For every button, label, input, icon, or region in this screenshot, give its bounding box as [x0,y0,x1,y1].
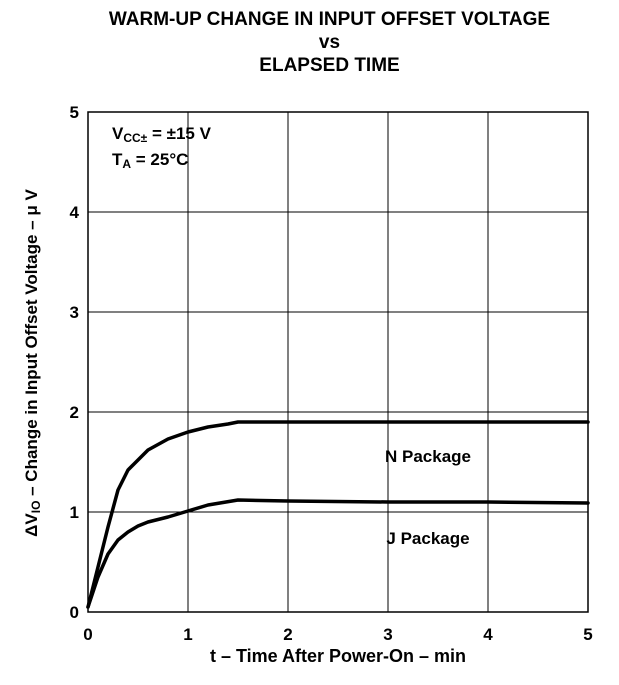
x-tick-label: 0 [83,625,92,644]
x-axis-label: t – Time After Power-On – min [209,646,467,666]
ambient-temperature-condition: TA = 25°C [112,150,189,171]
operating-conditions: VCC± = ±15 V TA = 25°C [112,123,211,175]
y-tick-label: 2 [70,403,79,422]
plot-frame [87,111,589,613]
chart-title-line-2: vs [318,32,341,53]
chart-title-line-3: ELAPSED TIME [259,55,400,76]
chart-title-line-1: WARM-UP CHANGE IN INPUT OFFSET VOLTAGE [108,9,551,30]
y-tick-label: 0 [70,603,79,622]
x-tick-label: 2 [283,625,292,644]
series-label-n-package: N Package [385,447,471,466]
y-tick-label: 4 [70,203,80,222]
series-line-n-package [86,420,590,609]
y-tick-label: 3 [70,303,79,322]
x-tick-label: 4 [483,625,493,644]
x-tick-label: 3 [383,625,392,644]
y-tick-label: 1 [70,503,79,522]
series-label-j-package: J Package [386,529,469,548]
y-axis-label: ΔVIO – Change in Input Offset Voltage – … [22,189,43,537]
x-tick-label: 1 [183,625,192,644]
supply-voltage-condition: VCC± = ±15 V [112,124,211,145]
x-tick-label: 5 [583,625,592,644]
series-line-j-package [86,498,590,609]
y-tick-label: 5 [70,103,79,122]
